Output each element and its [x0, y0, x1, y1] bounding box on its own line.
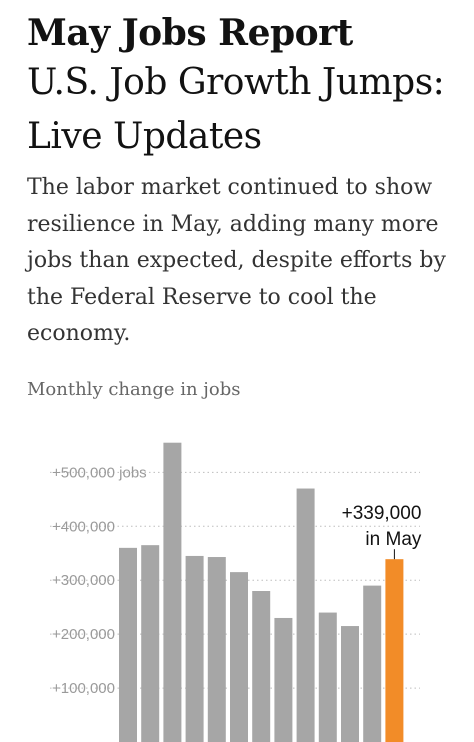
y-tick-label: +200,000 [52, 626, 115, 643]
bar [252, 591, 271, 742]
y-tick-label: +100,000 [52, 680, 115, 697]
chart-title: Monthly change in jobs [27, 379, 241, 400]
y-tick-label: +500,000 jobs [52, 464, 147, 481]
y-tick-label: +300,000 [52, 572, 115, 589]
annotation-value: +339,000 [342, 503, 422, 524]
annotation-period: in May [365, 529, 421, 550]
headline-block: May Jobs Report U.S. Job Growth Jumps: L… [27, 10, 467, 164]
bar [185, 555, 204, 742]
bar [318, 612, 337, 742]
article-summary: The labor market continued to show resil… [27, 175, 446, 346]
y-tick-label: +400,000 [52, 518, 115, 535]
bar [119, 547, 137, 742]
bar [363, 585, 382, 742]
bar [141, 545, 160, 742]
bar [207, 557, 226, 742]
article-kicker: May Jobs Report [27, 12, 353, 54]
article-headline[interactable]: U.S. Job Growth Jumps: Live Updates [27, 62, 445, 157]
bar [341, 626, 359, 742]
bar [296, 488, 315, 742]
bar [163, 442, 182, 742]
jobs-bar-chart: +100,000 +200,000 +300,000 +400,000 +500,000… [50, 442, 422, 742]
bar [230, 572, 248, 742]
bar [274, 617, 293, 742]
bar-highlight [385, 559, 404, 742]
